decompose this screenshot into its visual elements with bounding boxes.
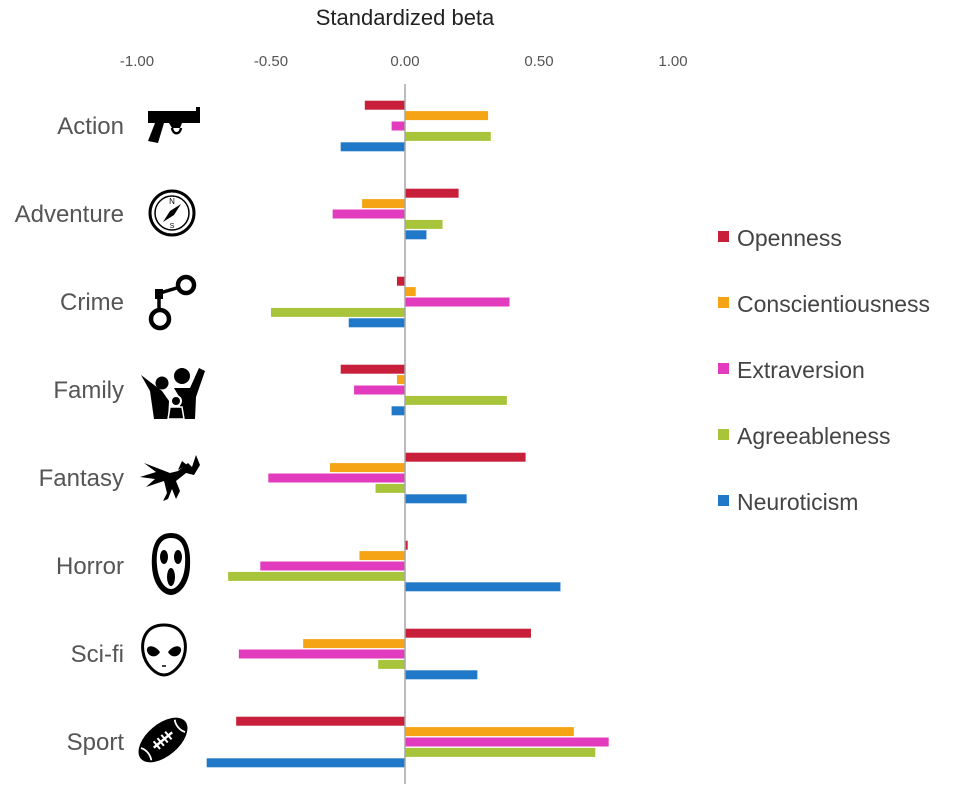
bar-sci-fi-conscientiousness	[303, 639, 405, 649]
bar-adventure-neuroticism	[405, 230, 427, 240]
bar-sport-agreeableness	[405, 747, 596, 757]
legend-swatch	[718, 231, 729, 242]
bar-sport-neuroticism	[206, 758, 405, 768]
bar-adventure-openness	[405, 188, 459, 198]
category-label: Crime	[60, 289, 124, 316]
bar-fantasy-extraversion	[268, 473, 405, 483]
bar-fantasy-agreeableness	[375, 483, 405, 493]
x-tick-label: -0.50	[254, 53, 288, 70]
bar-action-openness	[364, 100, 405, 110]
legend-swatch	[718, 495, 729, 506]
bar-crime-neuroticism	[348, 318, 405, 328]
category-label: Family	[53, 377, 124, 404]
bar-sport-openness	[236, 716, 405, 726]
x-tick-label: -1.00	[120, 53, 154, 70]
bar-family-agreeableness	[405, 395, 507, 405]
bar-adventure-agreeableness	[405, 219, 443, 229]
category-label: Action	[57, 113, 124, 140]
dragon-icon	[140, 455, 200, 501]
bar-crime-conscientiousness	[405, 287, 416, 297]
bar-family-openness	[340, 364, 405, 374]
legend-label: Neuroticism	[737, 489, 858, 515]
category-label: Horror	[56, 553, 124, 580]
category-label: Fantasy	[39, 465, 124, 492]
bar-sci-fi-agreeableness	[378, 659, 405, 669]
bar-sport-conscientiousness	[405, 727, 574, 737]
legend-swatch	[718, 363, 729, 374]
football-icon	[138, 717, 188, 763]
svg-text:N: N	[169, 197, 175, 206]
pistol-icon	[148, 107, 200, 143]
x-tick-label: 0.50	[524, 53, 553, 70]
legend-label: Agreeableness	[737, 423, 890, 449]
x-tick-label: 0.00	[390, 53, 419, 70]
x-tick-label: 1.00	[658, 53, 687, 70]
bar-action-neuroticism	[340, 142, 405, 152]
category-label: Adventure	[15, 201, 124, 228]
legend-swatch	[718, 429, 729, 440]
bar-adventure-conscientiousness	[362, 199, 405, 209]
bar-sci-fi-openness	[405, 628, 531, 638]
bar-action-agreeableness	[405, 131, 491, 141]
family-icon	[141, 368, 205, 420]
legend-label: Conscientiousness	[737, 291, 930, 317]
bar-family-extraversion	[354, 385, 405, 395]
bar-horror-neuroticism	[405, 582, 561, 592]
x-axis-ticks: -1.00 -0.50 0.00 0.50 1.00	[120, 53, 688, 70]
bars	[206, 100, 609, 768]
bar-action-conscientiousness	[405, 111, 489, 121]
bar-fantasy-neuroticism	[405, 494, 467, 504]
category-label: Sci-fi	[71, 641, 124, 668]
bar-horror-agreeableness	[228, 571, 405, 581]
bar-family-neuroticism	[391, 406, 405, 416]
bar-fantasy-conscientiousness	[329, 463, 405, 473]
bar-horror-extraversion	[260, 561, 405, 571]
category-labels: Action Adventure Crime Family Fantasy Horror S…	[15, 113, 125, 756]
handcuffs-icon	[148, 274, 197, 331]
bar-horror-openness	[405, 540, 408, 550]
bar-action-extraversion	[391, 121, 405, 131]
bar-sci-fi-neuroticism	[405, 670, 478, 680]
legend-swatch	[718, 297, 729, 308]
svg-text:S: S	[170, 223, 175, 230]
legend: Openness Conscientiousness Extraversion Agr…	[718, 225, 930, 515]
bar-family-conscientiousness	[396, 375, 405, 385]
bar-crime-openness	[396, 276, 405, 286]
ghostface-mask-icon	[151, 533, 191, 595]
bar-sport-extraversion	[405, 737, 609, 747]
bar-crime-agreeableness	[271, 307, 405, 317]
alien-head-icon	[141, 623, 187, 677]
bar-crime-extraversion	[405, 297, 510, 307]
bar-fantasy-openness	[405, 452, 526, 462]
bar-sci-fi-extraversion	[238, 649, 405, 659]
legend-label: Extraversion	[737, 357, 865, 383]
bar-horror-conscientiousness	[359, 551, 405, 561]
bar-adventure-extraversion	[332, 209, 405, 219]
legend-label: Openness	[737, 225, 842, 251]
axis-title: Standardized beta	[316, 5, 495, 30]
category-label: Sport	[67, 729, 125, 756]
compass-icon: N S	[148, 189, 196, 237]
